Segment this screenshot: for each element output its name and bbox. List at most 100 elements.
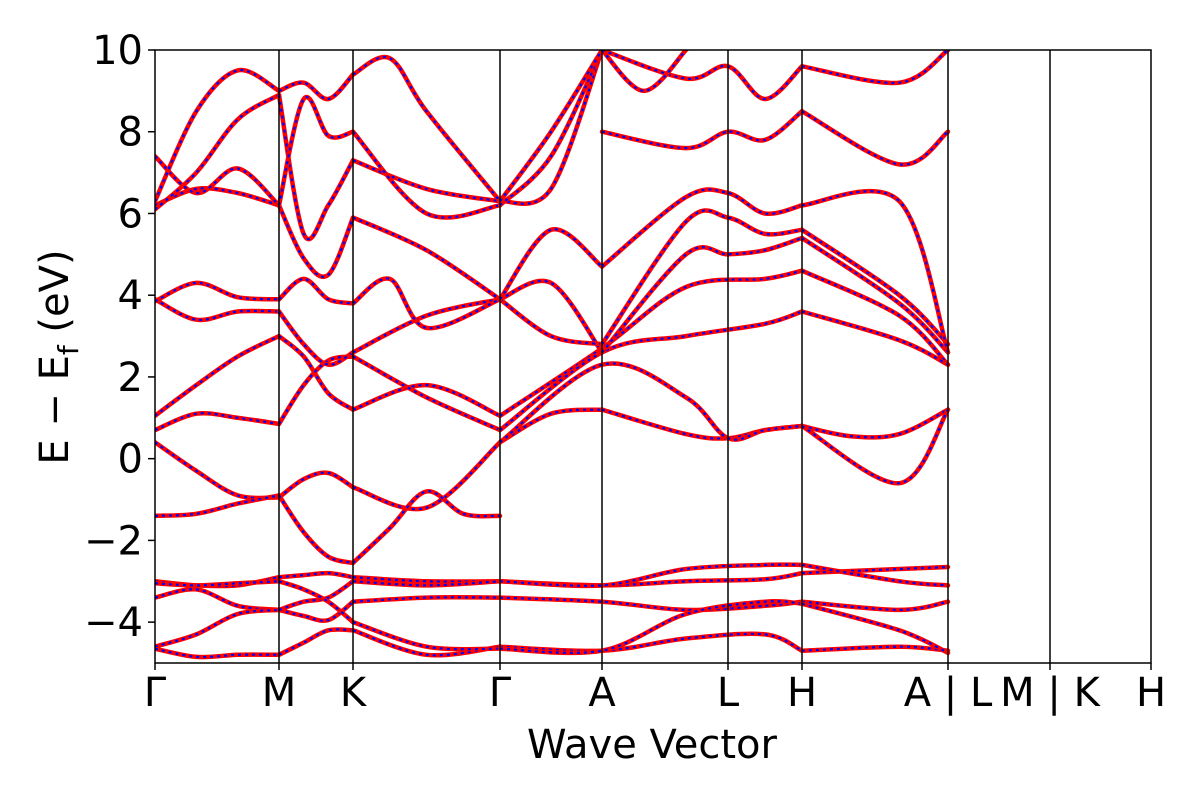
- band-line-dashed: [155, 412, 280, 432]
- band-line: [799, 50, 951, 86]
- x-tick-label: M | K: [1000, 670, 1101, 716]
- band-line: [599, 109, 805, 151]
- band-line-dashed: [499, 632, 803, 653]
- band-line-dashed: [155, 298, 280, 322]
- band-line-dashed: [155, 94, 280, 211]
- band-line: [497, 361, 805, 445]
- band-line: [350, 440, 503, 512]
- band-line-dashed: [499, 228, 603, 300]
- band-line-dashed: [155, 608, 280, 648]
- band-line-dashed: [801, 408, 949, 485]
- y-tick-label: 8: [118, 110, 143, 156]
- band-line: [350, 297, 503, 355]
- band-line-dashed: [277, 94, 354, 241]
- x-tick-label: K: [340, 670, 368, 716]
- band-line-dashed: [155, 187, 280, 207]
- band-line: [497, 631, 805, 654]
- x-tick-label: H: [787, 670, 817, 716]
- x-tick-label: M: [262, 670, 297, 716]
- band-line-dashed: [278, 471, 354, 499]
- y-tick-label: −4: [84, 600, 143, 646]
- x-axis-label: Wave Vector: [527, 722, 778, 768]
- band-line-dashed: [352, 159, 501, 203]
- band-line-dashed: [499, 600, 803, 654]
- band-line-dashed: [277, 95, 354, 206]
- band-line-dashed: [278, 310, 354, 366]
- band-line-dashed: [352, 576, 501, 583]
- band-line: [350, 215, 503, 302]
- band-line: [155, 587, 282, 613]
- band-line-dashed: [499, 596, 803, 612]
- band-line-dashed: [499, 310, 803, 431]
- band-line-dashed: [155, 580, 280, 587]
- y-tick-label: 6: [118, 191, 143, 237]
- band-line-dashed: [352, 383, 501, 417]
- band-line: [350, 489, 503, 566]
- band-line: [350, 158, 503, 204]
- band-line-dashed: [278, 355, 354, 425]
- band-line: [155, 440, 282, 501]
- band-line: [599, 50, 805, 102]
- x-tick-label: A | L: [904, 670, 993, 716]
- high-symmetry-lines: [278, 50, 1051, 663]
- band-line-dashed: [801, 237, 949, 354]
- band-line: [497, 309, 805, 433]
- band-line-dashed: [155, 588, 280, 611]
- band-line: [276, 579, 356, 613]
- band-line-dashed: [601, 110, 803, 150]
- band-line-dashed: [601, 188, 803, 268]
- band-line-dashed: [801, 110, 949, 166]
- band-line-dashed: [155, 441, 280, 500]
- x-tick-label: H: [1136, 670, 1166, 716]
- plot-frame: [154, 49, 1152, 664]
- band-line-dashed: [801, 228, 949, 345]
- band-line-dashed: [499, 298, 603, 346]
- band-line: [276, 72, 356, 102]
- band-line: [497, 50, 605, 204]
- band-line: [799, 407, 951, 440]
- band-line: [350, 619, 503, 652]
- band-line: [276, 470, 356, 500]
- band-line-dashed: [601, 50, 687, 93]
- y-tick-label: −2: [84, 518, 143, 564]
- band-line-dashed: [499, 50, 604, 205]
- band-line-dashed: [155, 335, 280, 417]
- band-line: [599, 187, 805, 269]
- band-line-dashed: [155, 281, 280, 303]
- band-line: [350, 54, 503, 204]
- band-line-dashed: [801, 565, 949, 575]
- band-line-dashed: [352, 55, 501, 202]
- x-tick-label: Γ: [489, 670, 512, 716]
- band-line: [799, 109, 951, 167]
- band-line: [350, 354, 503, 433]
- y-axis-label-unit: (eV): [32, 249, 78, 345]
- y-tick-label: 2: [118, 355, 143, 401]
- band-line: [276, 203, 356, 279]
- band-line-dashed: [499, 563, 803, 587]
- band-line: [276, 493, 356, 566]
- band-line-dashed: [801, 600, 949, 612]
- band-line-dashed: [352, 596, 501, 603]
- band-line-dashed: [278, 277, 354, 305]
- band-line-dashed: [352, 490, 501, 564]
- band-line-dashed: [801, 50, 949, 85]
- band-line-dashed: [352, 621, 501, 651]
- band-line-dashed: [801, 602, 949, 654]
- x-tick-label: Γ: [144, 670, 167, 716]
- band-line-dashed: [278, 204, 355, 278]
- band-line: [350, 628, 503, 658]
- band-line: [497, 268, 805, 419]
- band-line-dashed: [801, 408, 949, 439]
- band-line: [276, 276, 356, 306]
- band-line-dashed: [278, 580, 354, 623]
- band-line: [276, 94, 356, 208]
- band-line: [155, 646, 282, 660]
- band-line-dashed: [278, 335, 354, 411]
- band-line-dashed: [601, 408, 803, 440]
- y-axis-label-main: E − E: [32, 355, 78, 465]
- band-line: [350, 129, 503, 220]
- y-axis-label-subscript: f: [52, 344, 85, 355]
- band-line: [276, 354, 356, 427]
